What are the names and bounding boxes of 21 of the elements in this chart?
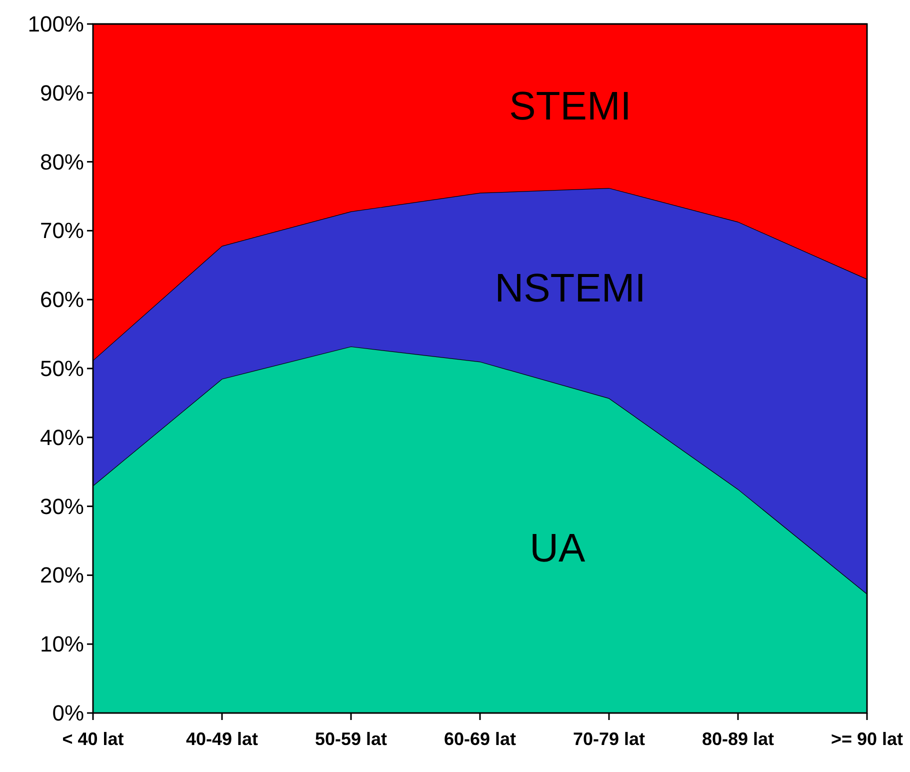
series-label: UA: [530, 526, 586, 570]
series-label: STEMI: [509, 84, 632, 129]
series-label: NSTEMI: [494, 266, 646, 310]
x-tick-label: < 40 lat: [62, 729, 124, 749]
x-tick-label: 60-69 lat: [444, 729, 516, 749]
y-tick-label: 60%: [40, 287, 84, 312]
y-tick-label: 0%: [52, 700, 84, 726]
x-tick-label: 40-49 lat: [186, 729, 258, 749]
y-tick-label: 80%: [40, 149, 84, 174]
x-tick-label: 80-89 lat: [702, 729, 774, 749]
y-tick-label: 10%: [40, 632, 84, 657]
x-tick-label: 70-79 lat: [572, 729, 646, 749]
y-tick-label: 90%: [40, 80, 84, 106]
y-tick-label: 40%: [40, 424, 84, 450]
y-tick-label: 100%: [28, 12, 84, 36]
y-tick-label: 20%: [40, 562, 84, 588]
x-tick-label: >= 90 lat: [830, 729, 904, 749]
y-tick-label: 30%: [40, 494, 84, 519]
x-tick-label: 50-59 lat: [314, 729, 388, 749]
y-tick-label: 70%: [40, 218, 84, 244]
y-tick-label: 50%: [40, 356, 84, 381]
